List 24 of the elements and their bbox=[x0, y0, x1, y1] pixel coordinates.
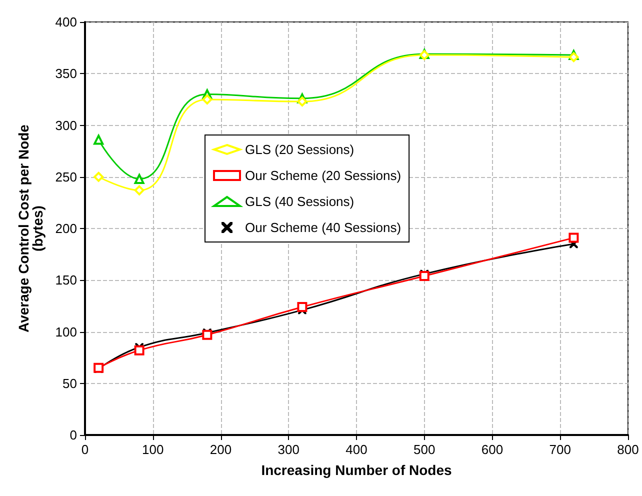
x-tick-label: 400 bbox=[346, 442, 368, 457]
y-axis-title: Average Control Cost per Node (bytes) bbox=[15, 124, 46, 332]
y-tick-label: 0 bbox=[70, 428, 77, 442]
x-tick-label: 0 bbox=[81, 442, 89, 457]
x-tick-label: 700 bbox=[549, 442, 571, 457]
legend-label: Our Scheme (20 Sessions) bbox=[245, 168, 402, 183]
x-axis-title: Increasing Number of Nodes bbox=[261, 462, 452, 478]
y-tick-label: 350 bbox=[55, 66, 77, 82]
y-tick-label: 300 bbox=[55, 118, 77, 133]
x-tick-label: 300 bbox=[278, 442, 300, 457]
x-tick-label: 600 bbox=[481, 442, 504, 457]
x-tick-label: 500 bbox=[414, 442, 436, 457]
y-tick-label: 50 bbox=[62, 376, 77, 391]
y-tick-label: 250 bbox=[55, 169, 77, 184]
y-tick-label: 150 bbox=[55, 272, 77, 288]
legend-label: GLS (40 Sessions) bbox=[245, 194, 354, 209]
legend-label: Our Scheme (40 Sessions) bbox=[245, 220, 402, 235]
y-tick-label: 100 bbox=[55, 324, 77, 340]
x-tick-label: 200 bbox=[210, 442, 232, 457]
x-tick-label: 800 bbox=[617, 442, 639, 457]
legend-label: GLS (20 Sessions) bbox=[245, 142, 354, 157]
y-tick-label: 400 bbox=[55, 14, 77, 30]
y-tick-label: 200 bbox=[55, 221, 77, 236]
x-tick-label: 100 bbox=[142, 442, 164, 457]
